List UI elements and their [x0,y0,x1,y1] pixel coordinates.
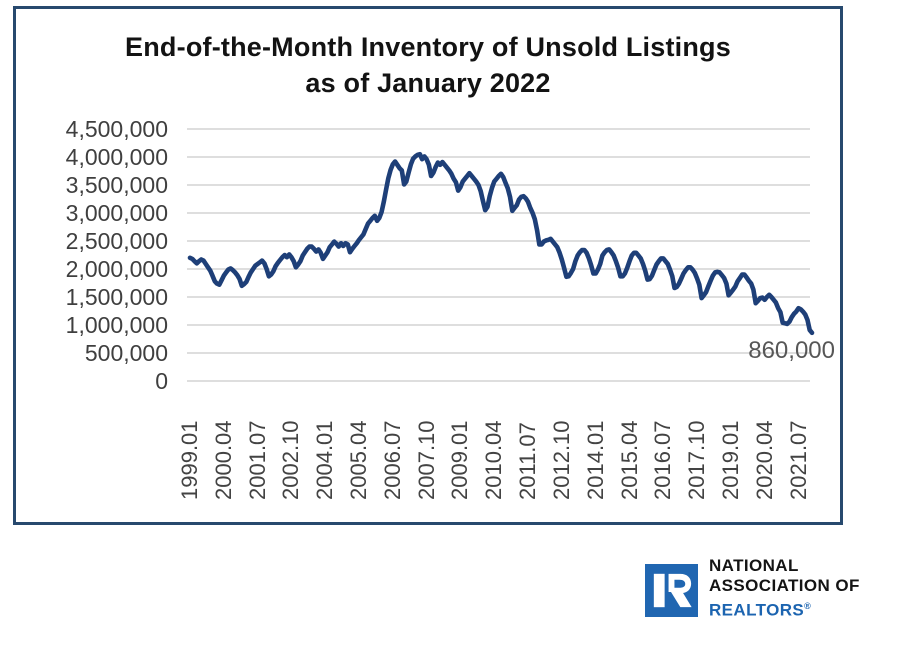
y-axis-label: 2,000,000 [65,256,168,282]
y-axis-label: 500,000 [84,340,168,366]
x-axis-label: 2019.01 [717,420,743,500]
x-axis-label: 2005.04 [346,420,371,500]
registered-mark-icon: ® [804,601,812,611]
final-value-annotation: 860,000 [748,337,835,364]
x-axis-label: 2017.10 [684,420,710,500]
x-axis-label: 2021.07 [785,420,811,500]
nar-logo-line1: NATIONAL [709,556,799,575]
x-axis-label: 2020.04 [751,420,777,500]
x-axis-label: 2016.07 [650,420,676,500]
x-axis-label: 2006.07 [379,420,405,500]
x-axis-label: 2004.01 [312,420,338,500]
y-axis-label: 4,000,000 [65,144,168,170]
chart-title: End-of-the-Month Inventory of Unsold Lis… [16,29,840,101]
x-axis-label: 2000.04 [210,420,236,500]
realtor-r-icon [645,564,698,617]
x-axis-label: 1999.01 [177,420,202,500]
x-axis-label: 2010.04 [481,420,507,500]
x-axis-label: 2012.10 [548,420,574,500]
nar-logo-line2: ASSOCIATION OF [709,576,860,595]
chart-title-line2: as of January 2022 [305,68,551,98]
x-axis-label: 2002.10 [278,420,304,500]
y-axis-label: 1,000,000 [65,312,168,338]
nar-logo-text: NATIONAL ASSOCIATION OF REALTORS® [709,556,889,621]
y-axis-label: 2,500,000 [65,228,168,254]
y-axis-label: 1,500,000 [65,284,168,310]
x-axis-label: 2015.04 [616,420,642,500]
x-axis-label: 2009.01 [447,420,473,500]
x-axis-label: 2007.10 [413,420,439,500]
nar-logo-line3: REALTORS® [709,600,812,620]
x-axis-label: 2001.07 [244,420,270,500]
chart-title-line1: End-of-the-Month Inventory of Unsold Lis… [125,32,731,62]
x-axis-label: 2011.07 [515,422,540,500]
nar-logo: NATIONAL ASSOCIATION OF REALTORS® [645,556,885,626]
y-axis-label: 0 [155,368,168,394]
y-axis-label: 3,000,000 [65,200,168,226]
x-axis-label: 2014.01 [582,420,608,500]
y-axis-label: 3,500,000 [65,172,168,198]
y-axis-label: 4,500,000 [65,116,168,142]
